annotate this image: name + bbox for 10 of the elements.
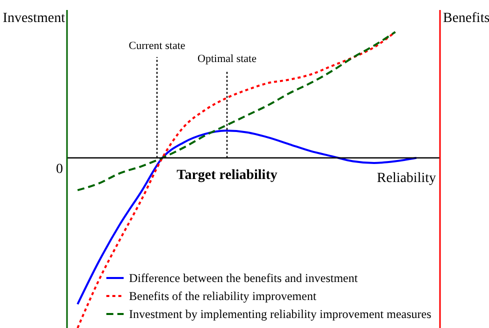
y-axis-title: Investment: [2, 11, 66, 26]
legend-label: Investment by implementing reliability improvement measures: [129, 307, 432, 321]
annotation: Current state: [128, 40, 186, 52]
annotation: Target reliability: [176, 168, 278, 183]
legend-label: Benefits of the reliability improvement: [129, 289, 317, 303]
annotation: Optimal state: [198, 53, 257, 65]
x-axis-title: Reliability: [376, 171, 436, 186]
y2-axis-title: Benefits: [443, 11, 489, 26]
legend-label: Difference between the benefits and investment: [129, 271, 358, 285]
text: 0: [56, 162, 63, 177]
